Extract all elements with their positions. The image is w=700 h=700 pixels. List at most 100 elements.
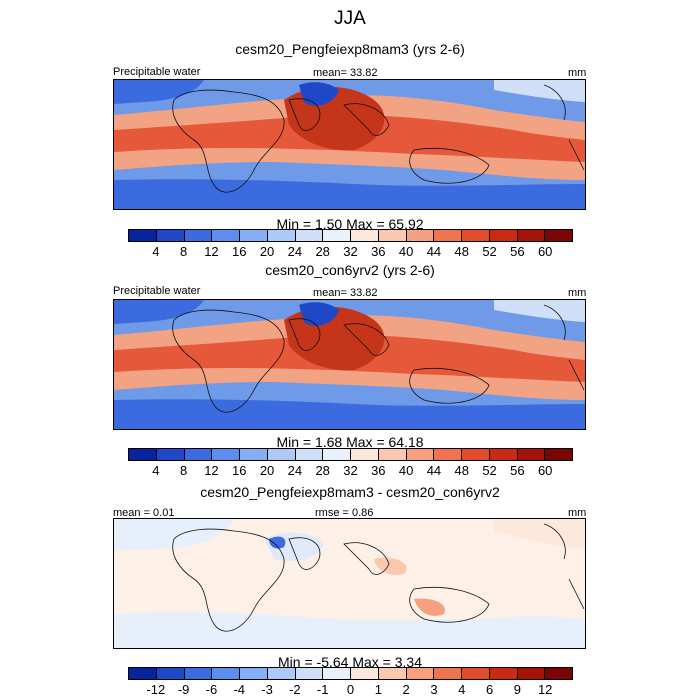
panel2-colorbar-swatch xyxy=(323,449,351,460)
panel1-colorbar-tick-label: 48 xyxy=(454,244,469,259)
panel3-colorbar-swatch xyxy=(462,668,490,679)
panel3-colorbar-tick-label: 12 xyxy=(537,682,553,697)
panel3-colorbar-swatch xyxy=(406,668,435,679)
panel3-neg-south xyxy=(114,611,585,648)
panel1-colorbar-swatch xyxy=(489,230,518,241)
panel1-units-label: mm xyxy=(568,67,587,79)
panel1-colorbar-tick-label: 28 xyxy=(315,244,330,259)
panel1-colorbar-swatch xyxy=(156,230,185,241)
panel3-colorbar-swatch xyxy=(323,668,351,679)
panel2-colorbar-swatch xyxy=(240,449,268,460)
panel1-colorbar-swatch xyxy=(545,230,572,241)
panel1-colorbar-tick-label: 32 xyxy=(343,244,358,259)
panel2-coast-asia xyxy=(288,318,390,356)
panel3-coast-asia xyxy=(288,537,390,575)
panel2-colorbar xyxy=(128,448,573,461)
panel2-colorbar-swatch xyxy=(406,449,435,460)
panel1-colorbar-swatch xyxy=(184,230,213,241)
panel3-pos-south xyxy=(414,598,445,616)
panel3-neg-core xyxy=(269,536,286,549)
panel2-colorbar-tick-label: 16 xyxy=(232,463,247,478)
panel2-colorbar-tick-label: 44 xyxy=(426,463,442,478)
panel2-map-svg xyxy=(114,300,585,429)
panel2-title: cesm20_con6yrv2 (yrs 2-6) xyxy=(265,262,435,278)
panel3-colorbar-tick-label: -6 xyxy=(205,682,218,697)
panel2-colorbar-swatch xyxy=(489,449,518,460)
panel2-colorbar-swatch xyxy=(267,449,296,460)
panel1-colorbar-tick-label: 40 xyxy=(398,244,414,259)
panel2-coast-pacific-islands xyxy=(543,304,585,391)
panel2-coast-africa xyxy=(172,309,285,413)
panel1-colorbar-swatch xyxy=(267,230,296,241)
panel3-coast-australia xyxy=(409,586,490,623)
panel3-colorbar-swatch xyxy=(351,668,379,679)
panel3-pos-bay xyxy=(374,557,407,575)
panel1-colorbar-ticks: 4 8 12 16 20 24 28 32 36 40 44 48 52 56 60 xyxy=(128,244,573,260)
panel1-colorbar-tick-label: 20 xyxy=(259,244,275,259)
panel3-coast-pacific-islands xyxy=(543,523,585,610)
panel2-dry-north-west xyxy=(114,300,204,324)
panel1-coast-asia xyxy=(288,98,390,136)
panel3-neg-north-west xyxy=(114,519,234,551)
panel2-colorbar-swatch xyxy=(517,449,546,460)
panel3-title: cesm20_Pengfeiexp8mam3 - cesm20_con6yrv2 xyxy=(200,484,500,500)
panel1-colorbar-swatch xyxy=(517,230,546,241)
panel3-colorbar-tick-label: -1 xyxy=(316,682,329,697)
panel2-colorbar-tick-label: 4 xyxy=(152,463,160,478)
panel3-minmax: Min = -5.64 Max = 3.34 xyxy=(278,654,422,670)
panel2-colorbar-tick-label: 52 xyxy=(482,463,497,478)
panel1-colorbar-tick-label: 4 xyxy=(152,244,160,259)
panel3-map-svg xyxy=(114,519,585,648)
panel2-colorbar-swatch xyxy=(545,449,572,460)
panel2-colorbar-tick-label: 20 xyxy=(259,463,275,478)
panel3-map xyxy=(113,518,586,649)
panel2-mean-label: mean= 33.82 xyxy=(313,287,378,299)
panel2-colorbar-swatch xyxy=(378,449,407,460)
panel3-colorbar-swatch xyxy=(240,668,268,679)
panel3-colorbar-tick-label: 1 xyxy=(374,682,382,697)
panel2-colorbar-tick-label: 28 xyxy=(315,463,330,478)
panel2-colorbar-tick-label: 40 xyxy=(398,463,414,478)
panel2-colorbar-tick-label: 32 xyxy=(343,463,358,478)
panel2-coast-australia xyxy=(409,367,490,404)
panel2-colorbar-swatch xyxy=(295,449,324,460)
panel1-colorbar-tick-label: 44 xyxy=(426,244,442,259)
panel1-coast-australia xyxy=(409,147,490,184)
panel2-colorbar-tick-label: 8 xyxy=(180,463,188,478)
panel3-colorbar xyxy=(128,667,573,680)
panel3-mean-label: mean = 0.01 xyxy=(113,507,175,519)
panel3-colorbar-tick-label: -3 xyxy=(261,682,273,697)
panel1-variable-label: Precipitable water xyxy=(113,66,201,78)
panel1-coast-pacific-islands xyxy=(543,84,585,171)
panel1-colorbar-swatch xyxy=(462,230,490,241)
page-title: JJA xyxy=(334,8,366,29)
panel3-colorbar-swatch xyxy=(212,668,240,679)
panel3-colorbar-swatch xyxy=(267,668,296,679)
panel3-colorbar-swatch xyxy=(378,668,407,679)
panel2-minmax: Min = 1.68 Max = 64.18 xyxy=(276,434,424,450)
panel3-colorbar-swatch xyxy=(156,668,185,679)
panel2-dry-south xyxy=(114,399,585,429)
panel2-colorbar-swatch xyxy=(212,449,240,460)
panel3-colorbar-tick-label: 9 xyxy=(513,682,521,697)
panel1-coast-africa xyxy=(172,89,285,193)
panel3-colorbar-tick-label: -9 xyxy=(177,682,190,697)
panel3-coast-africa xyxy=(172,528,285,632)
panel1-colorbar-swatch xyxy=(351,230,379,241)
panel1-colorbar-swatch xyxy=(295,230,324,241)
panel3-colorbar-swatch xyxy=(295,668,324,679)
panel3-colorbar-swatch xyxy=(545,668,572,679)
panel1-colorbar-tick-label: 52 xyxy=(482,244,497,259)
panel2-colorbar-tick-label: 60 xyxy=(537,463,553,478)
panel1-colorbar-tick-label: 60 xyxy=(537,244,553,259)
panel3-colorbar-tick-label: -2 xyxy=(289,682,301,697)
panel1-colorbar-swatch xyxy=(434,230,462,241)
panel2-colorbar-swatch xyxy=(156,449,185,460)
panel1-colorbar-tick-label: 16 xyxy=(232,244,247,259)
panel2-colorbar-swatch xyxy=(462,449,490,460)
panel1-colorbar-swatch xyxy=(406,230,435,241)
panel1-dry-south xyxy=(114,179,585,209)
panel1-colorbar-swatch xyxy=(323,230,351,241)
panel1-north-pacific xyxy=(494,80,585,102)
panel2-colorbar-tick-label: 48 xyxy=(454,463,469,478)
